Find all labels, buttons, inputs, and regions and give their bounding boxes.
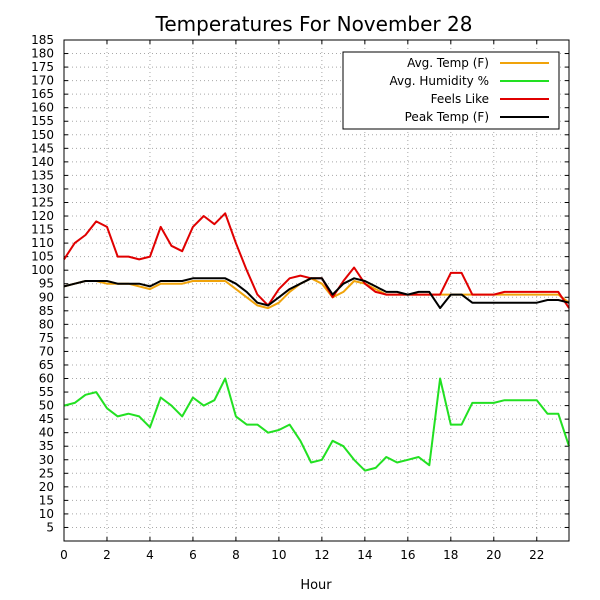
y-tick-label: 55	[39, 385, 54, 399]
y-tick-label: 150	[31, 128, 54, 142]
y-tick-label: 25	[39, 466, 54, 480]
y-tick-label: 120	[31, 209, 54, 223]
y-tick-label: 60	[39, 372, 54, 386]
y-axis-ticks: 5101520253035404550556065707580859095100…	[31, 33, 569, 534]
y-tick-label: 65	[39, 358, 54, 372]
x-tick-label: 8	[232, 548, 240, 562]
x-axis-label: Hour	[300, 578, 332, 593]
y-tick-label: 75	[39, 331, 54, 345]
y-tick-label: 100	[31, 263, 54, 277]
y-tick-label: 80	[39, 317, 54, 331]
y-tick-label: 155	[31, 114, 54, 128]
y-tick-label: 30	[39, 453, 54, 467]
y-tick-label: 95	[39, 277, 54, 291]
x-tick-label: 10	[271, 548, 286, 562]
y-tick-label: 180	[31, 47, 54, 61]
y-tick-label: 70	[39, 344, 54, 358]
x-tick-label: 0	[60, 548, 68, 562]
x-tick-label: 22	[529, 548, 544, 562]
plot-frame	[63, 39, 570, 542]
legend-label: Peak Temp (F)	[405, 110, 489, 124]
y-tick-label: 165	[31, 87, 54, 101]
y-tick-label: 140	[31, 155, 54, 169]
y-tick-label: 35	[39, 439, 54, 453]
legend: Avg. Temp (F) Avg. Humidity % Feels Like Pe…	[342, 51, 560, 130]
y-tick-label: 15	[39, 493, 54, 507]
y-tick-label: 5	[46, 520, 54, 534]
y-tick-label: 175	[31, 60, 54, 74]
legend-label: Avg. Humidity %	[390, 74, 489, 88]
y-tick-label: 20	[39, 480, 54, 494]
y-tick-label: 110	[31, 236, 54, 250]
legend-items: Avg. Temp (F) Avg. Humidity % Feels Like Pe…	[390, 56, 549, 124]
y-tick-label: 90	[39, 290, 54, 304]
y-tick-label: 45	[39, 412, 54, 426]
y-tick-label: 50	[39, 399, 54, 413]
y-tick-label: 145	[31, 141, 54, 155]
y-tick-label: 40	[39, 426, 54, 440]
x-tick-label: 18	[443, 548, 458, 562]
y-tick-label: 185	[31, 33, 54, 47]
x-tick-label: 12	[314, 548, 329, 562]
chart-title: Temperatures For November 28	[155, 12, 473, 36]
y-tick-label: 130	[31, 182, 54, 196]
y-tick-label: 10	[39, 507, 54, 521]
series-line-peak-temp-f	[63, 277, 570, 310]
x-tick-label: 14	[357, 548, 372, 562]
x-tick-label: 6	[189, 548, 197, 562]
y-tick-label: 170	[31, 74, 54, 88]
y-tick-label: 85	[39, 304, 54, 318]
x-tick-label: 16	[400, 548, 415, 562]
legend-label: Feels Like	[431, 92, 489, 106]
y-tick-label: 160	[31, 101, 54, 115]
y-tick-label: 135	[31, 168, 54, 182]
x-tick-label: 4	[146, 548, 154, 562]
series-line-avg-humidity	[63, 377, 570, 472]
legend-label: Avg. Temp (F)	[407, 56, 489, 70]
series-layer	[63, 212, 570, 472]
x-tick-label: 2	[103, 548, 111, 562]
y-tick-label: 115	[31, 223, 54, 237]
x-tick-label: 20	[486, 548, 501, 562]
y-tick-label: 125	[31, 195, 54, 209]
x-axis-ticks: 0 2 4 6 8 10 12 14 16 18 20 22	[60, 40, 544, 562]
y-tick-label: 105	[31, 250, 54, 264]
